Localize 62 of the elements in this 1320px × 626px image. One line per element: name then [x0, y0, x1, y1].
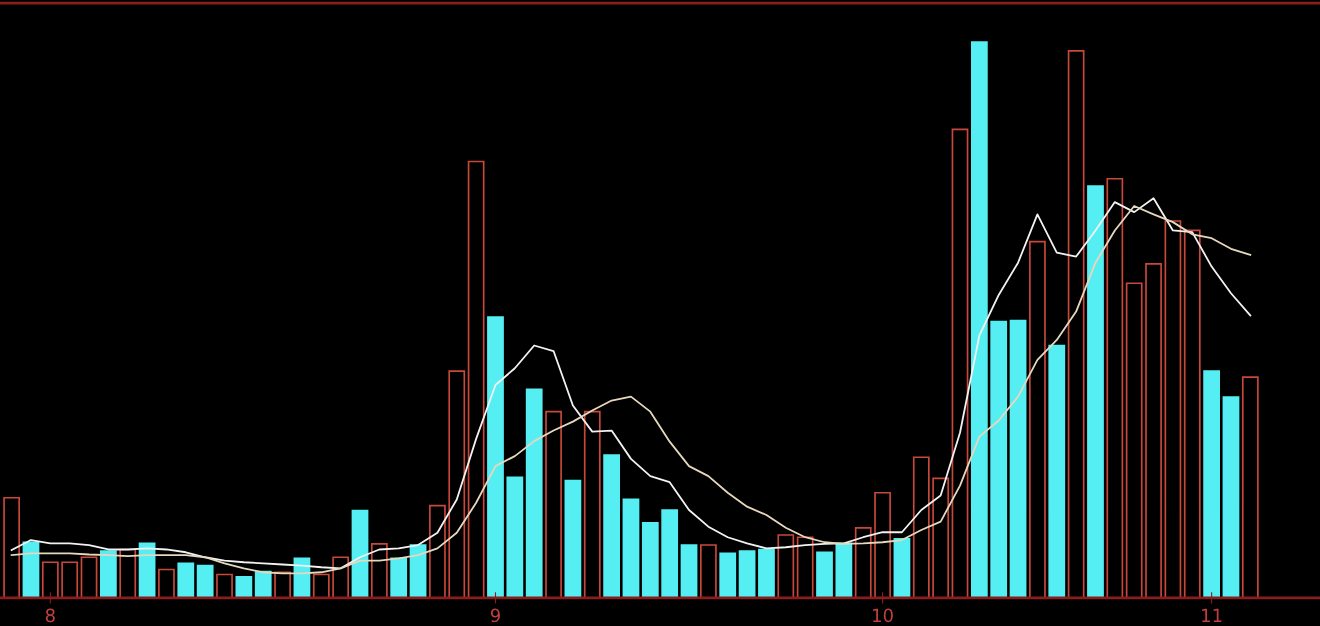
- x-tick-label: 8: [45, 608, 55, 623]
- bar: [661, 509, 679, 598]
- bar: [835, 542, 853, 598]
- bar: [429, 504, 446, 598]
- bar: [758, 548, 775, 598]
- bar: [874, 491, 891, 598]
- x-tick-label: 10: [873, 608, 893, 623]
- bar: [235, 575, 253, 598]
- bar: [158, 568, 175, 598]
- bar: [41, 561, 59, 598]
- bar: [312, 573, 330, 598]
- bar: [777, 534, 795, 598]
- bar: [1048, 344, 1066, 598]
- bar: [119, 548, 137, 598]
- bar: [332, 556, 350, 598]
- bar: [525, 388, 543, 598]
- x-tick-label: 11: [1202, 608, 1222, 622]
- bar: [854, 526, 872, 598]
- bar: [951, 128, 969, 598]
- bar: [467, 160, 485, 598]
- bar: [61, 561, 79, 598]
- bar: [641, 521, 659, 598]
- bar: [370, 543, 388, 598]
- bar: [603, 454, 620, 598]
- bar: [1183, 229, 1201, 598]
- bar: [545, 410, 562, 598]
- bar: [564, 479, 582, 598]
- bar: [719, 552, 737, 598]
- bar: [1241, 376, 1259, 598]
- bar: [216, 573, 233, 598]
- bar: [912, 456, 930, 598]
- bar: [1009, 319, 1027, 598]
- bar: [1222, 396, 1240, 598]
- bar: [487, 316, 504, 598]
- bar: [622, 498, 640, 598]
- bar: [796, 536, 814, 598]
- x-tick-label: 9: [490, 608, 500, 623]
- bar: [196, 564, 214, 598]
- bar: [816, 551, 833, 598]
- bar: [1087, 185, 1104, 598]
- bar: [970, 41, 988, 598]
- bar: [583, 410, 601, 598]
- bar: [990, 320, 1008, 598]
- bar: [1203, 370, 1220, 598]
- bar: [1029, 240, 1046, 598]
- bar: [80, 556, 98, 598]
- bar: [1125, 282, 1143, 598]
- bar: [893, 538, 911, 598]
- bar: [448, 370, 466, 598]
- bar: [738, 550, 756, 598]
- bar: [1145, 262, 1162, 598]
- bar: [3, 496, 20, 598]
- bar: [1106, 177, 1124, 598]
- bar: [680, 544, 698, 598]
- bar: [177, 562, 195, 598]
- bar: [390, 557, 408, 598]
- bar: [700, 544, 717, 598]
- bar: [932, 477, 950, 598]
- bar: [506, 476, 524, 598]
- bar: [100, 550, 117, 598]
- bar: [1067, 50, 1085, 598]
- bar: [1164, 220, 1182, 598]
